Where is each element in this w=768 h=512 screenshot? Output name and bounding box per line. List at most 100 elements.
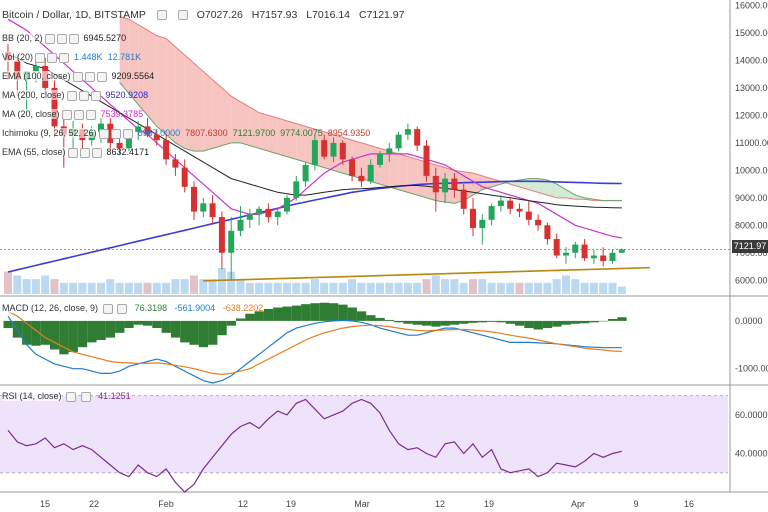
settings-icon[interactable] xyxy=(117,303,128,314)
indicator-row[interactable]: EMA (55, close) 8632.4171 xyxy=(2,147,149,158)
candle-body[interactable] xyxy=(432,175,439,193)
candle-body[interactable] xyxy=(32,65,39,72)
symbol-title[interactable]: Bitcoin / Dollar, 1D, BITSTAMP xyxy=(2,9,146,21)
candle-body[interactable] xyxy=(144,126,151,135)
candle-body[interactable] xyxy=(191,186,197,212)
settings-icon[interactable] xyxy=(56,33,67,44)
visibility-toggle-icon[interactable] xyxy=(44,33,55,44)
candle-body[interactable] xyxy=(265,208,272,218)
candle-body[interactable] xyxy=(125,131,132,149)
candle-body[interactable] xyxy=(237,219,244,231)
visibility-toggle-icon[interactable] xyxy=(66,391,77,402)
rsi-legend[interactable]: RSI (14, close) 41.1251 xyxy=(2,391,131,402)
candle-body[interactable] xyxy=(311,140,318,165)
candle-body[interactable] xyxy=(172,159,179,168)
visibility-toggle-icon[interactable] xyxy=(156,10,167,21)
candle-body[interactable] xyxy=(497,200,504,207)
close-icon[interactable] xyxy=(85,109,96,120)
candle-body[interactable] xyxy=(414,129,421,146)
candle-body[interactable] xyxy=(200,203,207,212)
candle-body[interactable] xyxy=(367,164,374,182)
settings-icon[interactable] xyxy=(78,90,89,101)
close-icon[interactable] xyxy=(59,52,70,63)
indicator-row[interactable]: Ichimoku (9, 26, 52, 26) 6967.0000 7807.63… xyxy=(2,128,370,139)
candle-body[interactable] xyxy=(302,164,309,182)
visibility-toggle-icon[interactable] xyxy=(72,71,83,82)
settings-icon[interactable] xyxy=(80,391,91,402)
candle-body[interactable] xyxy=(544,225,551,240)
indicator-row[interactable]: MA (200, close) 9520.9208 xyxy=(2,90,148,101)
settings-icon[interactable] xyxy=(84,71,95,82)
candle-body[interactable] xyxy=(386,148,393,154)
settings-icon[interactable] xyxy=(79,147,90,158)
indicator-row[interactable]: Vol (20) 1.448K 12.781K xyxy=(2,52,141,63)
settings-icon[interactable] xyxy=(177,10,188,21)
macd-legend[interactable]: MACD (12, 26, close, 9) 76.3198 -561.900… xyxy=(2,303,263,314)
candle-body[interactable] xyxy=(209,203,216,218)
candle-body[interactable] xyxy=(535,219,542,226)
close-icon[interactable] xyxy=(91,147,102,158)
settings-icon[interactable] xyxy=(47,52,58,63)
candle-body[interactable] xyxy=(479,219,486,229)
candle-body[interactable] xyxy=(51,87,58,127)
candle-body[interactable] xyxy=(590,255,597,259)
candle-body[interactable] xyxy=(98,123,104,132)
close-icon[interactable] xyxy=(122,128,133,139)
candle-body[interactable] xyxy=(516,208,523,212)
candle-body[interactable] xyxy=(488,206,495,220)
candle-body[interactable] xyxy=(321,140,328,157)
candle-body[interactable] xyxy=(228,230,235,253)
candle-body[interactable] xyxy=(618,249,625,253)
candle-body[interactable] xyxy=(163,140,170,160)
close-icon[interactable] xyxy=(96,71,107,82)
candle-body[interactable] xyxy=(181,167,188,187)
candle-body[interactable] xyxy=(442,178,449,193)
close-icon[interactable] xyxy=(68,33,79,44)
visibility-toggle-icon[interactable] xyxy=(102,303,113,314)
candle-body[interactable] xyxy=(600,255,607,262)
candle-body[interactable] xyxy=(153,134,160,141)
candle-body[interactable] xyxy=(553,239,560,256)
candle-body[interactable] xyxy=(330,142,337,157)
candle-body[interactable] xyxy=(358,175,365,182)
indicator-row[interactable]: MA (20, close) 7539.3785 xyxy=(2,109,143,120)
candle-body[interactable] xyxy=(246,214,253,220)
candle-body[interactable] xyxy=(460,189,467,209)
candle-body[interactable] xyxy=(284,197,290,212)
candle-body[interactable] xyxy=(339,142,346,160)
visibility-toggle-icon[interactable] xyxy=(98,128,109,139)
indicator-row[interactable]: EMA (100, close) 9209.5564 xyxy=(2,71,154,82)
candle-body[interactable] xyxy=(563,252,569,256)
candle-body[interactable] xyxy=(423,145,430,176)
candle-body[interactable] xyxy=(256,208,263,215)
candle-body[interactable] xyxy=(581,244,588,259)
close-icon[interactable] xyxy=(90,90,101,101)
candle-body[interactable] xyxy=(609,252,616,262)
candle-body[interactable] xyxy=(451,178,458,190)
candle-body[interactable] xyxy=(395,134,402,149)
candle-body[interactable] xyxy=(116,142,123,149)
candle-body[interactable] xyxy=(525,211,532,220)
candle-body[interactable] xyxy=(107,123,114,143)
candle-body[interactable] xyxy=(274,211,281,218)
candle-body[interactable] xyxy=(572,244,579,253)
visibility-toggle-icon[interactable] xyxy=(35,52,46,63)
visibility-toggle-icon[interactable] xyxy=(61,109,72,120)
candle-body[interactable] xyxy=(349,159,356,176)
settings-icon[interactable] xyxy=(110,128,121,139)
candle-body[interactable] xyxy=(218,217,225,253)
candle-body[interactable] xyxy=(293,181,300,198)
candle-body[interactable] xyxy=(135,126,142,132)
visibility-toggle-icon[interactable] xyxy=(66,90,77,101)
candle-body[interactable] xyxy=(470,208,476,229)
candle-body[interactable] xyxy=(404,129,411,135)
candle-body[interactable] xyxy=(377,153,383,165)
macd-histogram-bar xyxy=(487,320,497,322)
candle-body[interactable] xyxy=(507,200,514,209)
visibility-toggle-icon[interactable] xyxy=(67,147,78,158)
volume-bar xyxy=(496,282,505,294)
candle-body[interactable] xyxy=(14,60,21,80)
indicator-row[interactable]: BB (20, 2) 6945.5270 xyxy=(2,33,126,44)
settings-icon[interactable] xyxy=(73,109,84,120)
